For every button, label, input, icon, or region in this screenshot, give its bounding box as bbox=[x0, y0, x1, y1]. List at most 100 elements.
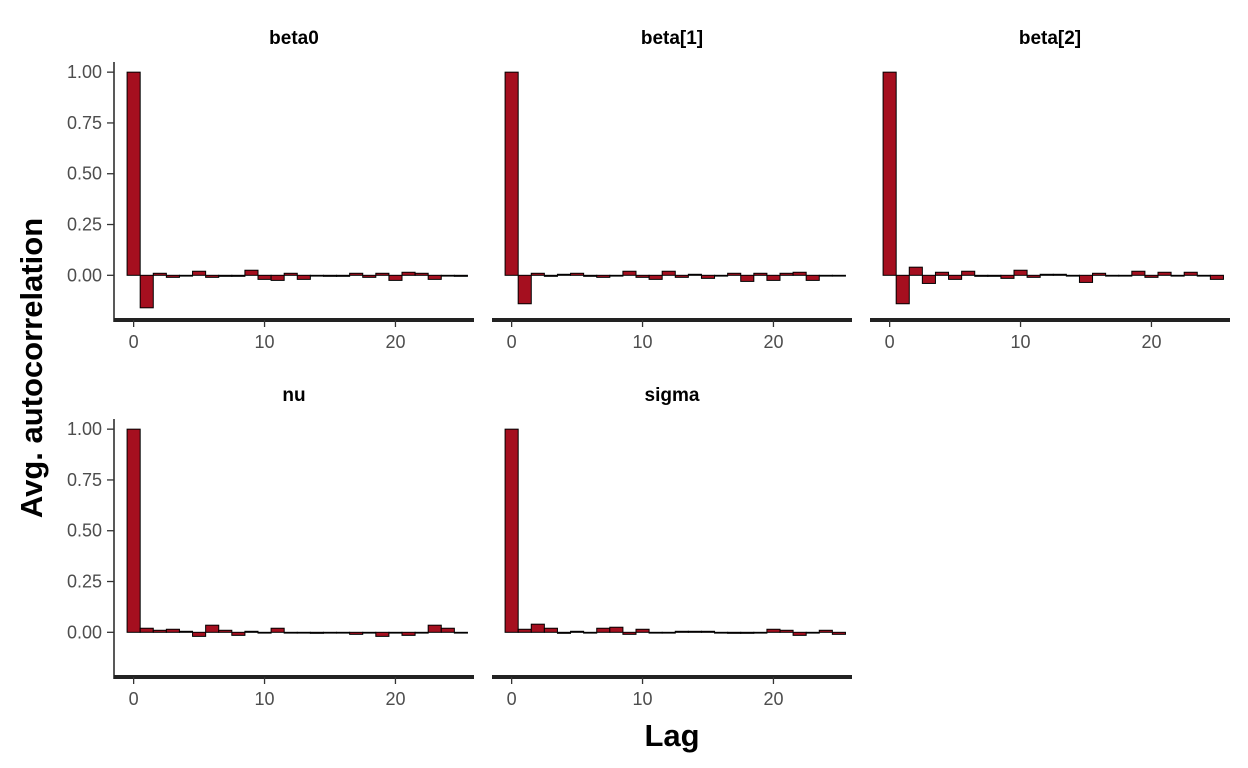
acf-bar bbox=[908, 266, 923, 276]
acf-bar bbox=[349, 631, 364, 635]
acf-bar bbox=[126, 428, 141, 633]
acf-bar bbox=[296, 274, 311, 280]
acf-bar bbox=[440, 627, 455, 633]
acf-bar bbox=[714, 274, 729, 277]
acf-bar bbox=[714, 631, 729, 634]
panel-title: sigma bbox=[645, 385, 700, 406]
acf-bar bbox=[218, 629, 233, 633]
x-tick-label: 10 bbox=[633, 332, 653, 352]
panel-nu: nu 0 10 20 1.00 0.75 0.50 0.25 0.00 bbox=[67, 385, 474, 709]
acf-bar bbox=[700, 630, 716, 633]
acf-bar bbox=[1078, 274, 1094, 283]
acf-bar bbox=[453, 274, 468, 277]
acf-bar bbox=[517, 628, 532, 633]
acf-bar bbox=[401, 271, 416, 276]
acf-bar bbox=[805, 631, 820, 634]
acf-bar bbox=[792, 271, 807, 276]
acf-bar bbox=[388, 631, 403, 634]
acf-bar bbox=[1183, 271, 1198, 276]
acf-bar bbox=[1013, 269, 1028, 276]
acf-bar bbox=[139, 627, 154, 633]
y-tick-label: 1.00 bbox=[67, 62, 102, 82]
acf-bar bbox=[1000, 274, 1015, 279]
acf-bar bbox=[178, 274, 194, 277]
acf-bar bbox=[727, 272, 742, 276]
panel-title: nu bbox=[282, 385, 305, 406]
panel-beta-1-: beta[1] 0 10 20 bbox=[492, 28, 852, 352]
acf-bar bbox=[270, 627, 285, 633]
acf-bar bbox=[648, 274, 663, 280]
acf-bar bbox=[375, 631, 390, 637]
acf-bar bbox=[257, 274, 272, 280]
x-tick-label: 10 bbox=[633, 689, 653, 709]
acf-bar bbox=[987, 274, 1002, 277]
acf-bar bbox=[753, 272, 768, 276]
acf-bar bbox=[231, 274, 246, 277]
acf-bar bbox=[1157, 271, 1172, 276]
acf-bar bbox=[895, 274, 910, 305]
acf-bar bbox=[934, 271, 950, 276]
acf-bar bbox=[596, 274, 611, 278]
x-tick-label: 0 bbox=[129, 332, 139, 352]
acf-bar bbox=[674, 630, 689, 633]
acf-bar bbox=[270, 274, 285, 281]
x-tick-label: 0 bbox=[885, 332, 895, 352]
acf-bar bbox=[362, 631, 377, 634]
y-tick-label: 0.50 bbox=[67, 521, 102, 541]
acf-bar bbox=[414, 272, 429, 276]
acf-bar bbox=[362, 274, 377, 278]
panel-title: beta[2] bbox=[1019, 28, 1081, 49]
acf-bar bbox=[831, 631, 846, 635]
acf-bar bbox=[635, 628, 650, 633]
acf-bar bbox=[882, 71, 897, 276]
acf-bar bbox=[687, 630, 702, 633]
x-tick-label: 10 bbox=[255, 689, 275, 709]
y-tick-label: 1.00 bbox=[67, 419, 102, 439]
acf-bar bbox=[178, 630, 194, 633]
acf-bar bbox=[192, 270, 207, 276]
acf-bar bbox=[661, 270, 676, 276]
panel-title: beta0 bbox=[269, 28, 319, 49]
y-tick-label: 0.00 bbox=[67, 265, 102, 285]
panel-beta0: beta0 0 10 20 1.00 0.75 0.50 0.25 0.00 bbox=[67, 28, 474, 352]
acf-bar bbox=[753, 631, 768, 634]
x-tick-label: 20 bbox=[385, 689, 405, 709]
x-tick-label: 20 bbox=[763, 689, 783, 709]
acf-bar bbox=[609, 626, 624, 633]
y-axis-title: Avg. autocorrelation bbox=[14, 218, 49, 518]
acf-bar bbox=[818, 274, 833, 277]
x-tick-label: 0 bbox=[507, 689, 517, 709]
acf-bar bbox=[152, 629, 167, 633]
acf-bar bbox=[165, 628, 180, 633]
acf-bar bbox=[974, 274, 989, 277]
acf-bar bbox=[205, 274, 220, 278]
acf-bar bbox=[218, 274, 233, 277]
acf-bar bbox=[517, 274, 532, 305]
acf-bar bbox=[440, 274, 455, 277]
acf-bar bbox=[556, 631, 572, 634]
acf-bar bbox=[244, 269, 259, 276]
acf-bar bbox=[700, 274, 716, 279]
panel-title: beta[1] bbox=[641, 28, 703, 49]
acf-bar bbox=[192, 631, 207, 637]
y-tick-label: 0.00 bbox=[67, 622, 102, 642]
acf-bar bbox=[401, 631, 416, 636]
acf-bar bbox=[231, 631, 246, 636]
acf-bar bbox=[570, 272, 585, 276]
acf-bar bbox=[570, 630, 585, 633]
acf-bar bbox=[139, 274, 154, 309]
x-tick-label: 20 bbox=[763, 332, 783, 352]
acf-bar bbox=[674, 274, 689, 278]
x-tick-label: 20 bbox=[385, 332, 405, 352]
y-tick-label: 0.25 bbox=[67, 572, 102, 592]
acf-bar bbox=[1118, 274, 1133, 277]
acf-bar bbox=[831, 274, 846, 277]
acf-bar bbox=[779, 629, 794, 633]
x-tick-label: 10 bbox=[1011, 332, 1031, 352]
acf-bar bbox=[205, 624, 220, 633]
acf-bar bbox=[961, 270, 976, 276]
acf-bar bbox=[453, 631, 468, 634]
acf-bar bbox=[244, 630, 259, 633]
acf-bar bbox=[283, 272, 298, 276]
